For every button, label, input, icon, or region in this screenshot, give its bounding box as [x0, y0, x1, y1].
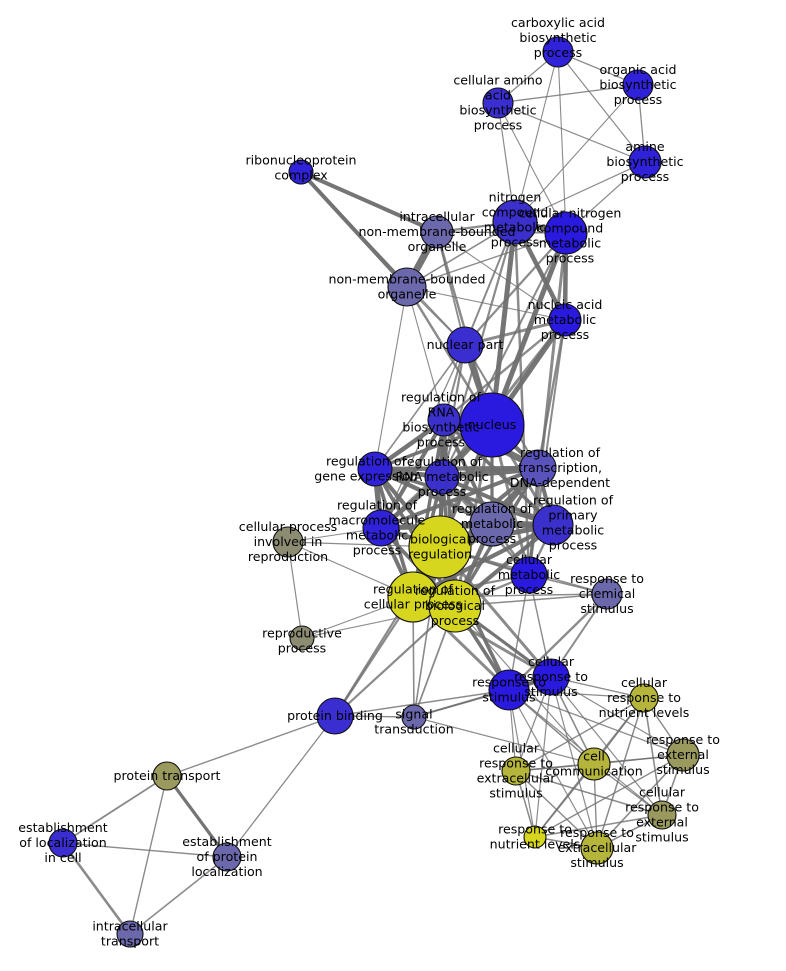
graph-node[interactable] — [424, 459, 460, 495]
graph-edge — [497, 84, 639, 104]
graph-node[interactable] — [212, 842, 242, 872]
graph-edge — [334, 689, 510, 717]
graph-edge — [300, 171, 466, 346]
graph-edge — [515, 770, 663, 816]
graph-node[interactable] — [542, 36, 574, 68]
graph-edge — [406, 286, 445, 421]
graph-edge — [413, 716, 595, 765]
graph-edge — [374, 286, 408, 470]
graph-edge — [557, 51, 567, 234]
graph-edge — [536, 318, 567, 470]
graph-node[interactable] — [401, 704, 427, 730]
graph-edge — [596, 754, 684, 849]
graph-edge — [514, 161, 646, 223]
graph-edge — [406, 232, 567, 288]
graph-edge — [515, 697, 645, 772]
graph-edge — [514, 84, 639, 223]
graph-node[interactable] — [548, 303, 582, 337]
graph-edge — [62, 842, 228, 858]
graph-node[interactable] — [647, 800, 677, 830]
graph-node[interactable] — [629, 683, 659, 713]
graph-node[interactable] — [408, 515, 472, 579]
graph-node[interactable] — [532, 504, 574, 546]
graph-edge — [550, 676, 684, 756]
graph-edge — [129, 775, 168, 935]
graph-edge — [514, 51, 559, 223]
graph-edge — [643, 697, 663, 816]
graph-edge — [596, 697, 645, 849]
graph-node[interactable] — [357, 451, 393, 487]
graph-edge — [166, 715, 336, 777]
graph-node[interactable] — [428, 579, 482, 633]
graph-edge — [373, 467, 555, 527]
graph-node[interactable] — [482, 87, 514, 119]
graph-node[interactable] — [519, 449, 557, 487]
graph-edge — [497, 102, 646, 163]
graph-node[interactable] — [544, 211, 588, 255]
graph-edge — [507, 592, 609, 692]
graph-node[interactable] — [492, 199, 538, 245]
graph-node[interactable] — [591, 578, 623, 610]
graph-node[interactable] — [420, 215, 454, 249]
graph-node[interactable] — [510, 556, 548, 594]
graph-edge — [165, 774, 229, 859]
graph-edge — [508, 689, 598, 849]
graph-edge — [489, 219, 518, 428]
graph-node[interactable] — [152, 761, 182, 791]
graph-node[interactable] — [387, 267, 427, 307]
graph-edge — [226, 715, 336, 858]
graph-node[interactable] — [580, 831, 614, 865]
graph-edge — [508, 689, 645, 699]
graph-edge — [287, 541, 303, 639]
graph-edge — [534, 814, 663, 838]
graph-edge — [379, 466, 540, 530]
graph-node[interactable] — [116, 920, 144, 948]
graph-node[interactable] — [362, 509, 400, 547]
graph-node[interactable] — [48, 828, 78, 858]
graph-edge — [333, 604, 457, 718]
graph-edge — [534, 754, 684, 838]
graph-node[interactable] — [523, 825, 547, 849]
graph-node[interactable] — [577, 747, 611, 781]
graph-edge — [550, 676, 598, 849]
graph-edge — [497, 102, 567, 234]
graph-edge — [463, 231, 568, 347]
graph-edge — [299, 170, 439, 234]
graph-node[interactable] — [628, 145, 662, 179]
graph-edge — [508, 689, 684, 756]
graph-edge — [515, 770, 598, 849]
graph-node[interactable] — [488, 669, 530, 711]
graph-node[interactable] — [289, 625, 315, 651]
graph-node[interactable] — [288, 159, 314, 185]
graph-node[interactable] — [501, 756, 531, 786]
graph-edge — [413, 676, 552, 718]
graph-edge — [374, 344, 466, 470]
graph-edge — [557, 51, 646, 163]
nodes-layer[interactable] — [48, 36, 700, 948]
graph-node[interactable] — [532, 658, 570, 696]
graph-node[interactable] — [622, 69, 654, 101]
graph-edge — [442, 318, 567, 422]
graph-edge — [436, 231, 566, 321]
graph-node[interactable] — [666, 738, 700, 772]
graph-node[interactable] — [427, 403, 461, 437]
graph-node[interactable] — [316, 697, 354, 735]
graph-edge — [61, 841, 132, 936]
graph-node[interactable] — [469, 501, 515, 547]
graph-node[interactable] — [272, 526, 304, 558]
graph-edge — [534, 676, 552, 838]
graph-edge — [129, 856, 228, 935]
graph-node[interactable] — [446, 326, 484, 364]
graph-node[interactable] — [459, 392, 525, 458]
edges-layer — [61, 51, 684, 936]
graph-edge — [406, 286, 566, 321]
graph-edge — [62, 775, 168, 844]
